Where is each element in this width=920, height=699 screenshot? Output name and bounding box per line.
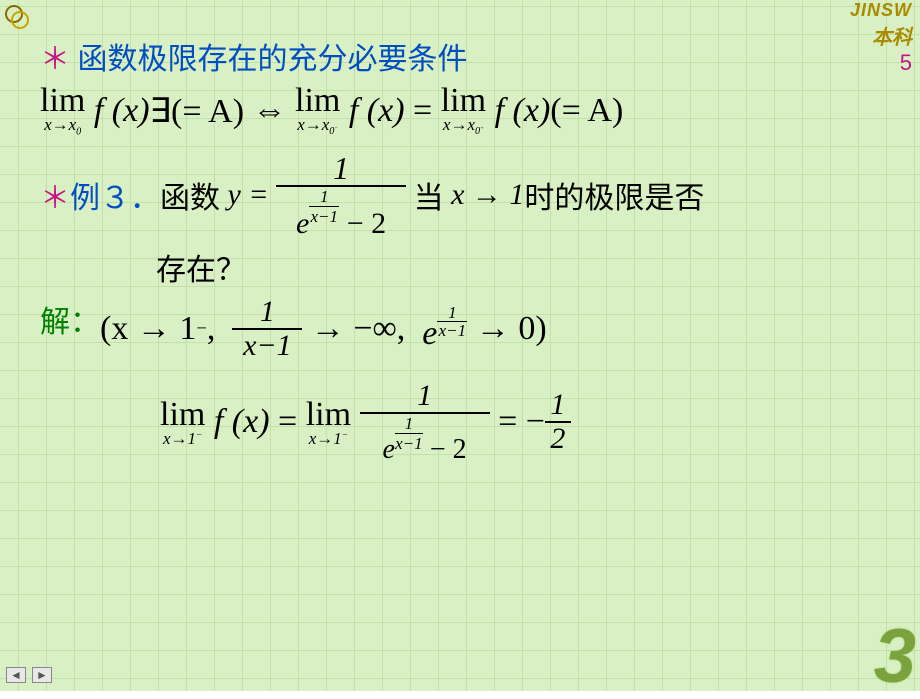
example-text1: 函数: [160, 173, 220, 217]
example-text2: 当: [414, 173, 444, 217]
y-eq: y =: [228, 178, 269, 212]
main-fraction: 1 e 1 x−1 − 2: [276, 152, 406, 239]
solution-row2: lim x→1− f (x) = lim x→1− 1 e 1: [160, 381, 571, 464]
exp-fraction3: 1 x−1: [395, 415, 423, 452]
prev-button[interactable]: ◄: [6, 667, 26, 683]
ring-icon: [4, 4, 32, 32]
lim-sol1: lim x→1−: [160, 398, 205, 447]
next-button[interactable]: ►: [32, 667, 52, 683]
star-icon: ＊: [40, 43, 70, 76]
badge-jinsw: JINSW: [850, 0, 912, 21]
lim-3: lim x→x0+: [441, 84, 486, 138]
example-text3: 时的极限是否: [524, 173, 704, 217]
slide-content: ＊ 函数极限存在的充分必要条件 lim x→x0 f (x) ∃(= A) ⇔ …: [40, 34, 840, 464]
lim-1: lim x→x0: [40, 84, 85, 138]
lim-2: lim x→x0−: [295, 84, 340, 138]
frac-1-over-xm1: 1 x−1: [232, 297, 302, 361]
main-equation: lim x→x0 f (x) ∃(= A) ⇔ lim x→x0− f (x) …: [40, 84, 840, 138]
header-badge: JINSW 本科 5: [850, 0, 912, 76]
star-icon: ＊: [40, 173, 70, 217]
example-text4: 存在？: [156, 245, 840, 289]
exp-fraction: 1 x−1: [309, 188, 339, 225]
badge-page5: 5: [850, 50, 912, 76]
page-number-large: 3: [874, 619, 916, 695]
exp-fraction2: 1 x−1: [437, 304, 467, 339]
big-fraction: 1 e 1 x−1 − 2: [360, 381, 490, 464]
solution-row1: (x → 1−, 1 x−1 → −∞, e 1 x−1 → 0): [100, 297, 571, 361]
lim-sol2: lim x→1−: [306, 398, 351, 447]
badge-benke: 本科: [850, 21, 912, 50]
x-to-1: x → 1: [451, 178, 524, 212]
solution-label: 解：: [40, 297, 100, 341]
half-fraction: 1 2: [545, 390, 571, 454]
solution-block: 解： (x → 1−, 1 x−1 → −∞, e 1 x−1: [40, 297, 840, 464]
section-title: ＊ 函数极限存在的充分必要条件: [40, 34, 840, 78]
example-line: ＊ 例３． 函数 y = 1 e 1 x−1 − 2 当 x → 1 时的极限是…: [40, 152, 840, 239]
example-label: 例３．: [70, 173, 160, 217]
title-text: 函数极限存在的充分必要条件: [78, 43, 468, 76]
